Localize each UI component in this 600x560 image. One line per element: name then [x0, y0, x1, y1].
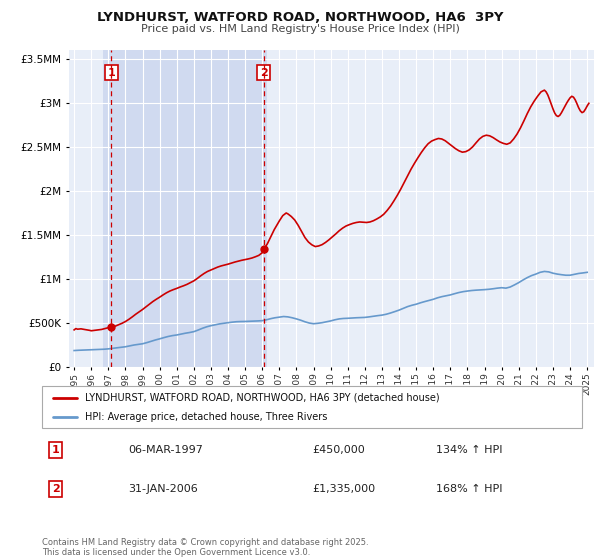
FancyBboxPatch shape	[42, 386, 582, 428]
Text: 134% ↑ HPI: 134% ↑ HPI	[436, 445, 503, 455]
Text: 31-JAN-2006: 31-JAN-2006	[128, 484, 198, 494]
Text: £450,000: £450,000	[312, 445, 365, 455]
Text: HPI: Average price, detached house, Three Rivers: HPI: Average price, detached house, Thre…	[85, 412, 328, 422]
Text: 168% ↑ HPI: 168% ↑ HPI	[436, 484, 503, 494]
Text: 1: 1	[52, 445, 59, 455]
Text: LYNDHURST, WATFORD ROAD, NORTHWOOD, HA6  3PY: LYNDHURST, WATFORD ROAD, NORTHWOOD, HA6 …	[97, 11, 503, 24]
Text: Price paid vs. HM Land Registry's House Price Index (HPI): Price paid vs. HM Land Registry's House …	[140, 24, 460, 34]
Text: £1,335,000: £1,335,000	[312, 484, 375, 494]
Text: Contains HM Land Registry data © Crown copyright and database right 2025.
This d: Contains HM Land Registry data © Crown c…	[42, 538, 368, 557]
Bar	[103, 50, 266, 367]
Text: 1: 1	[107, 68, 115, 77]
Text: 2: 2	[52, 484, 59, 494]
Text: 2: 2	[260, 68, 268, 77]
Text: 06-MAR-1997: 06-MAR-1997	[128, 445, 203, 455]
Text: LYNDHURST, WATFORD ROAD, NORTHWOOD, HA6 3PY (detached house): LYNDHURST, WATFORD ROAD, NORTHWOOD, HA6 …	[85, 393, 440, 403]
